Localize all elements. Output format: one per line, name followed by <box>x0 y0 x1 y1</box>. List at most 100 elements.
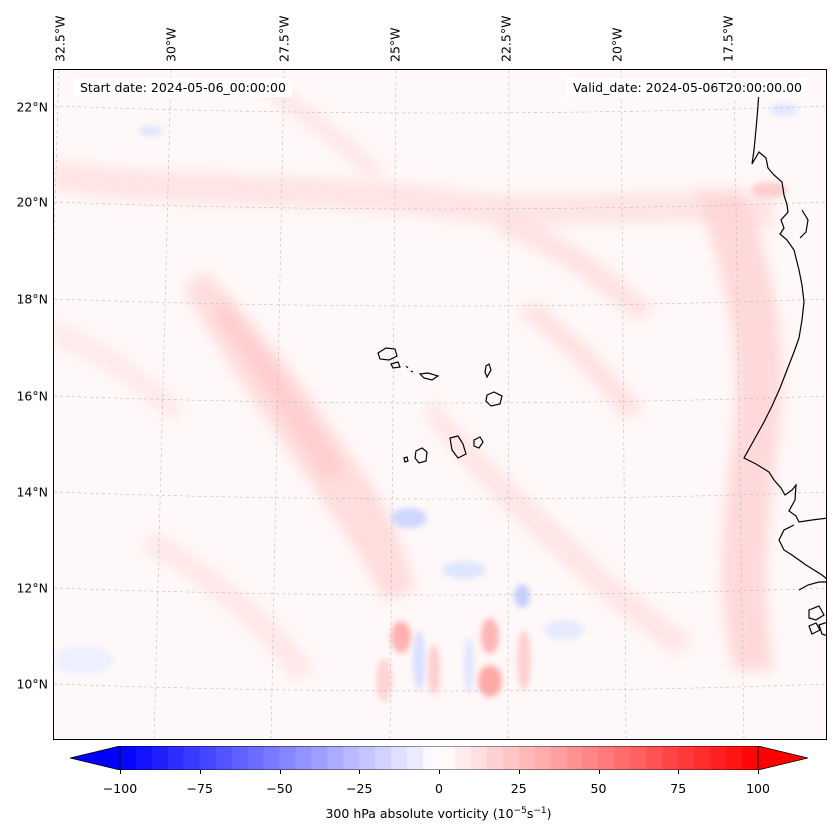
colorbar-segment <box>694 746 711 770</box>
colorbar-segment <box>151 746 169 770</box>
colorbar-segment <box>518 746 536 770</box>
colorbar-tick-mark <box>439 770 440 774</box>
colorbar-segment <box>582 746 599 770</box>
colorbar-tick-label: 0 <box>435 781 443 796</box>
vorticity-map[interactable]: Start date: 2024-05-06_00:00:00 Valid_da… <box>53 69 827 740</box>
african-coastline <box>743 89 826 523</box>
colorbar-low-extend <box>70 746 121 770</box>
colorbar-segment <box>135 746 153 770</box>
colorbar-segment <box>662 746 679 770</box>
island-maio <box>473 436 484 449</box>
senegal-coastline <box>778 524 826 580</box>
island-santiago <box>449 435 467 459</box>
colorbar-tick-mark <box>359 770 361 774</box>
colorbar-segment <box>646 746 663 770</box>
colorbar-segment <box>550 746 568 770</box>
colorbar-tick-label: 25 <box>510 781 527 796</box>
bijagos-island-2 <box>808 622 821 635</box>
colorbar-segment <box>343 746 360 770</box>
colorbar-tick-label: 50 <box>590 781 607 796</box>
lat-label-18n: 18°N <box>16 291 48 307</box>
island-santo-antao <box>377 347 398 361</box>
island-sao-nicolau <box>418 372 440 381</box>
colorbar-segment <box>710 746 727 770</box>
colorbar-tick-label: 75 <box>670 781 687 796</box>
colorbar-segment <box>375 746 392 770</box>
island-fogo <box>414 447 428 464</box>
colorbar-segment <box>199 746 217 770</box>
colorbar-tick-label: −100 <box>102 781 138 796</box>
island-santa-luzia <box>405 365 409 369</box>
lat-label-12n: 12°N <box>16 580 48 596</box>
graticule <box>54 70 826 739</box>
colorbar-segment <box>359 746 376 770</box>
colorbar-segments <box>120 746 759 770</box>
island-brava <box>403 456 409 463</box>
lon-label-22-5w: 22.5°W <box>498 15 514 62</box>
lat-label-22n: 22°N <box>16 99 48 115</box>
colorbar-tick-mark <box>518 770 520 774</box>
colorbar-segment <box>183 746 201 770</box>
guinea-bissau-coastline <box>798 581 826 591</box>
colorbar-segment <box>598 746 615 770</box>
bijagos-island-3 <box>818 622 826 636</box>
cap-blanc <box>799 209 809 239</box>
colorbar-tick-mark <box>120 770 121 774</box>
vorticity-positive-cores <box>376 182 787 702</box>
colorbar-segment <box>534 746 552 770</box>
colorbar-segment <box>247 746 265 770</box>
lon-label-17-5w: 17.5°W <box>720 15 736 62</box>
colorbar-segment <box>678 746 695 770</box>
island-raso <box>410 370 414 373</box>
colorbar-segment <box>120 746 137 770</box>
colorbar-tick-mark <box>678 770 680 774</box>
lon-label-27-5w: 27.5°W <box>276 15 292 62</box>
lat-label-20n: 20°N <box>16 194 48 210</box>
island-boa-vista <box>485 391 503 407</box>
colorbar-segment <box>215 746 233 770</box>
lat-label-16n: 16°N <box>16 388 48 404</box>
colorbar-segment <box>614 746 631 770</box>
cape-verde-islands <box>377 347 503 464</box>
colorbar-label: 300 hPa absolute vorticity (10−5s−1) <box>325 806 552 822</box>
colorbar-tick-mark <box>279 770 281 774</box>
colorbar-segment <box>742 746 759 770</box>
island-sal <box>484 363 492 379</box>
colorbar-segment <box>311 746 328 770</box>
colorbar-segment <box>407 746 424 770</box>
valid-date-label: Valid_date: 2024-05-06T20:00:00.00 <box>566 78 808 97</box>
bijagos-island-1 <box>808 605 825 621</box>
map-canvas <box>54 70 826 739</box>
start-date-label: Start date: 2024-05-06_00:00:00 <box>74 78 292 97</box>
colorbar-tick-mark <box>598 770 600 774</box>
colorbar-segment <box>439 746 456 770</box>
colorbar-high-extend <box>757 746 808 770</box>
colorbar-segment <box>566 746 584 770</box>
colorbar-segment <box>630 746 647 770</box>
colorbar-segment <box>486 746 504 770</box>
colorbar-segment <box>470 746 488 770</box>
colorbar-segment <box>231 746 249 770</box>
colorbar-tick-mark <box>758 770 759 774</box>
colorbar-segment <box>279 746 296 770</box>
colorbar-segment <box>502 746 520 770</box>
colorbar-segment <box>327 746 344 770</box>
island-sao-vicente <box>390 361 401 369</box>
lat-label-10n: 10°N <box>16 676 48 692</box>
colorbar-segment <box>454 746 472 770</box>
colorbar-outline <box>119 746 759 770</box>
colorbar-segment <box>391 746 408 770</box>
colorbar-tick-label: −50 <box>266 781 293 796</box>
lon-label-30w: 30°W <box>163 27 179 62</box>
colorbar <box>70 746 808 770</box>
lat-label-14n: 14°N <box>16 484 48 500</box>
colorbar-tick-mark <box>199 770 201 774</box>
colorbar-tick-label: −25 <box>346 781 373 796</box>
lon-label-25w: 25°W <box>387 27 403 62</box>
colorbar-segment <box>726 746 743 770</box>
lon-label-32-5w: 32.5°W <box>52 15 68 62</box>
colorbar-segment <box>167 746 185 770</box>
lon-label-20w: 20°W <box>609 27 625 62</box>
colorbar-tick-label: −75 <box>186 781 213 796</box>
vorticity-negative-field <box>54 103 798 693</box>
